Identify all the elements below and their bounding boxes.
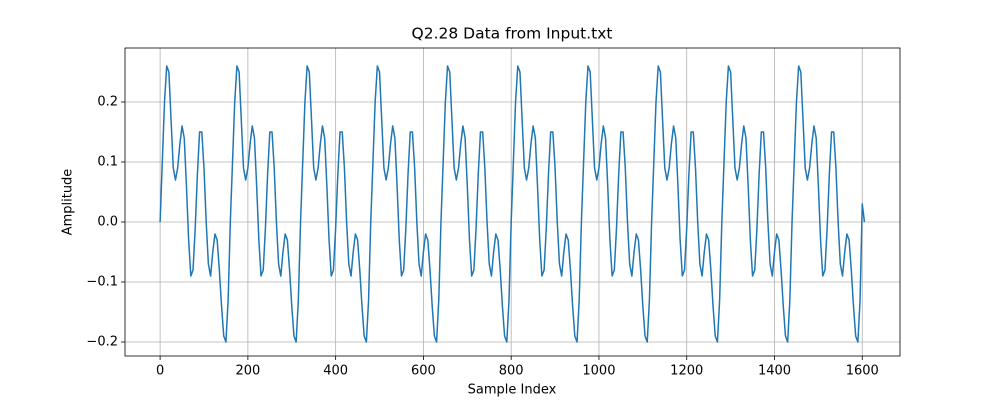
x-axis-label: Sample Index [468,383,557,398]
y-axis-label: Amplitude [61,169,76,236]
x-tick-label: 800 [499,364,524,379]
x-tick-label: 600 [411,364,436,379]
y-tick-label: 0.0 [97,215,118,230]
x-tick-label: 1600 [846,364,879,379]
data-line [159,65,866,343]
chart-title: Q2.28 Data from Input.txt [412,25,613,43]
x-tick-label: 0 [156,364,164,379]
x-tick-label: 1400 [758,364,791,379]
x-tick-label: 400 [323,364,348,379]
y-tick-label: 0.1 [97,155,118,170]
y-tick-label: 0.2 [97,95,118,110]
y-tick-label: −0.2 [86,335,118,350]
x-tick-label: 1200 [670,364,703,379]
x-tick-label: 200 [235,364,260,379]
y-tick-label: −0.1 [86,275,118,290]
plot-frame [124,47,901,357]
x-tick-label: 1000 [582,364,615,379]
